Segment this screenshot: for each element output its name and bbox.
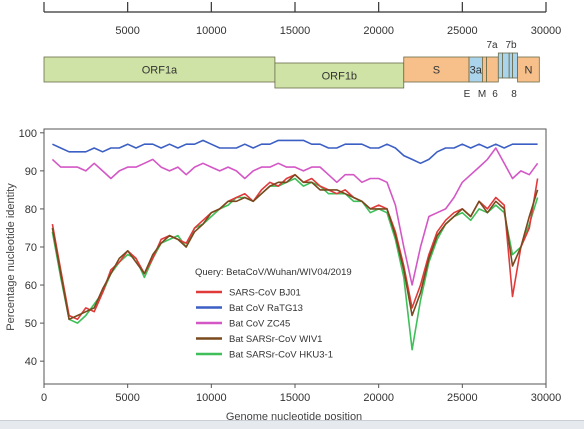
gene-block <box>508 52 513 79</box>
genome-scale-tick-label: 20000 <box>363 25 394 37</box>
y-tick-label: 90 <box>25 166 37 178</box>
genome-scale-tick-label: 5000 <box>115 25 139 37</box>
series-line-2 <box>51 147 539 286</box>
gene-label: ORF1b <box>322 71 357 83</box>
x-tick-label: 10000 <box>196 392 227 404</box>
y-tick-label: 80 <box>25 204 37 216</box>
gene-label: 3a <box>470 65 483 77</box>
y-axis-ticks: 40 50 60 70 80 90 100 <box>19 128 44 368</box>
genome-scale-tick-label: 30000 <box>531 25 562 37</box>
genome-scale-tick-label: 25000 <box>447 25 478 37</box>
gene-label: N <box>524 65 532 77</box>
plot-frame <box>43 128 547 385</box>
gene-block <box>486 56 499 83</box>
gene-label: 7b <box>505 40 517 51</box>
y-tick-label: 40 <box>25 356 37 368</box>
gene-block <box>517 56 540 83</box>
x-tick-label: 15000 <box>280 392 311 404</box>
legend-label: SARS-CoV BJ01 <box>229 288 301 299</box>
y-tick-label: 100 <box>19 128 37 140</box>
gene-label: ORF1a <box>142 65 178 77</box>
y-axis-title: Percentage nucleotide identity <box>5 183 17 331</box>
legend-label: Bat CoV ZC45 <box>229 319 290 330</box>
x-tick-label: 30000 <box>531 392 562 404</box>
series-line-1 <box>52 139 538 165</box>
window-bottom-strip <box>0 420 584 429</box>
series-line-3 <box>51 173 539 321</box>
genome-scale-ticks: 5000 10000 15000 20000 25000 30000 <box>115 2 561 37</box>
genome-scale-tick-label: 15000 <box>280 25 311 37</box>
x-tick-label: 20000 <box>363 392 394 404</box>
gene-label: 6 <box>492 89 498 100</box>
gene-label: 8 <box>511 89 517 100</box>
gene-block <box>502 52 510 79</box>
gene-block <box>43 56 276 83</box>
legend-label: Bat SARSr-CoV HKU3-1 <box>229 350 333 361</box>
series-lines <box>51 139 539 351</box>
legend-title: Query: BetaCoV/Wuhan/WIV04/2019 <box>195 267 352 278</box>
gene-block <box>274 62 405 89</box>
x-tick-label: 0 <box>41 392 47 404</box>
y-tick-label: 70 <box>25 242 37 254</box>
genome-map: 5000 10000 15000 20000 25000 30000 ORF1a ORF1b… <box>43 2 561 100</box>
gene-label: M <box>478 89 486 100</box>
identity-chart: 40 50 60 70 80 90 100 0 5000 10000 15000 20000 2500… <box>5 128 561 423</box>
gene-block <box>482 56 487 83</box>
gene-block <box>497 52 503 79</box>
gene-block <box>512 52 518 79</box>
x-tick-label: 5000 <box>115 392 139 404</box>
gene-label: E <box>464 89 471 100</box>
legend-label: Bat CoV RaTG13 <box>229 303 303 314</box>
x-tick-label: 25000 <box>447 392 478 404</box>
y-tick-label: 60 <box>25 280 37 292</box>
legend: Query: BetaCoV/Wuhan/WIV04/2019 SARS-CoV… <box>195 267 352 361</box>
legend-label: Bat SARSr-CoV WIV1 <box>229 334 322 345</box>
x-axis-ticks: 0 5000 10000 15000 20000 25000 30000 <box>41 384 561 404</box>
y-tick-label: 50 <box>25 318 37 330</box>
genome-scale-tick-label: 10000 <box>196 25 227 37</box>
gene-blocks: ORF1a ORF1b S 3a E M 6 7a 7b 8 N <box>43 40 540 100</box>
gene-label: S <box>433 65 440 77</box>
gene-label: 7a <box>486 40 498 51</box>
